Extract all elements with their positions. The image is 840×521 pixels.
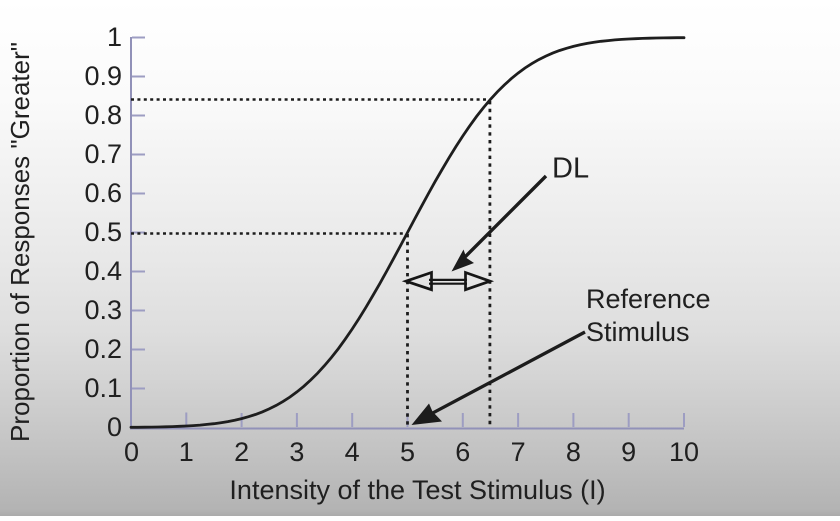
svg-text:0.4: 0.4 bbox=[84, 256, 122, 286]
svg-text:0.7: 0.7 bbox=[84, 139, 122, 169]
svg-text:9: 9 bbox=[621, 437, 636, 467]
svg-text:0.1: 0.1 bbox=[84, 373, 122, 403]
svg-text:7: 7 bbox=[511, 437, 526, 467]
svg-text:3: 3 bbox=[289, 437, 304, 467]
svg-text:10: 10 bbox=[669, 437, 699, 467]
svg-text:0.6: 0.6 bbox=[84, 178, 122, 208]
svg-text:1: 1 bbox=[107, 22, 122, 52]
svg-text:Stimulus: Stimulus bbox=[586, 317, 690, 347]
svg-text:Proportion of Responses "Great: Proportion of Responses "Greater" bbox=[5, 42, 35, 442]
svg-text:0.2: 0.2 bbox=[84, 334, 122, 364]
svg-text:6: 6 bbox=[455, 437, 470, 467]
svg-text:Reference: Reference bbox=[586, 284, 711, 314]
svg-text:8: 8 bbox=[566, 437, 581, 467]
svg-text:DL: DL bbox=[552, 153, 589, 185]
svg-text:1: 1 bbox=[179, 437, 194, 467]
svg-text:0.5: 0.5 bbox=[84, 217, 122, 247]
svg-text:0: 0 bbox=[124, 437, 139, 467]
svg-text:4: 4 bbox=[345, 437, 360, 467]
svg-text:2: 2 bbox=[234, 437, 249, 467]
svg-text:5: 5 bbox=[400, 437, 415, 467]
svg-text:0.3: 0.3 bbox=[84, 295, 122, 325]
svg-text:0.9: 0.9 bbox=[84, 61, 122, 91]
svg-text:0.8: 0.8 bbox=[84, 100, 122, 130]
svg-text:Intensity of the Test Stimulus: Intensity of the Test Stimulus (I) bbox=[229, 475, 605, 505]
svg-text:0: 0 bbox=[107, 412, 122, 442]
